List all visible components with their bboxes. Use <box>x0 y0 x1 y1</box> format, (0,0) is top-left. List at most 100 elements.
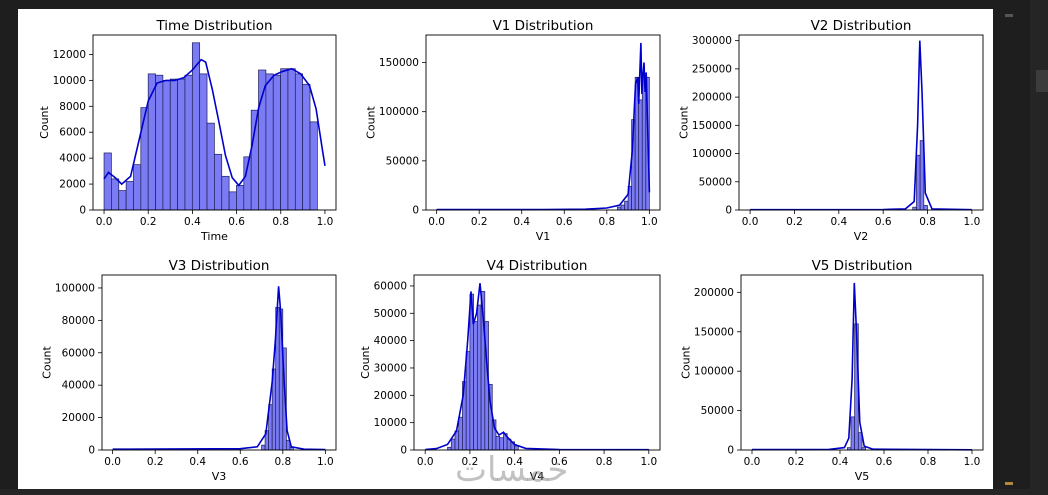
editor-scrollbar[interactable] <box>1030 0 1048 495</box>
y-tick-label: 10000 <box>53 75 86 87</box>
bottom-bar <box>0 489 1048 495</box>
scrollbar-thumb[interactable] <box>1036 70 1048 92</box>
subplot-4: 0.0 0.2 0.4 0.6 0.8 1.0 0 20000 40000 60000 80000 1… <box>40 258 337 483</box>
x-tick-label: 0.0 <box>742 216 759 228</box>
x-tick-label: 0.4 <box>832 456 849 468</box>
x-tick-label: 1.0 <box>964 456 981 468</box>
histogram-bar <box>228 191 237 211</box>
axes-frame <box>92 34 337 211</box>
histogram-bar <box>261 444 266 451</box>
x-tick-label: 0.6 <box>876 456 893 468</box>
histogram-bar <box>118 190 127 211</box>
kde-line <box>103 58 326 187</box>
y-tick-label: 6000 <box>59 127 86 139</box>
subplot-1: 0.0 0.2 0.4 0.6 0.8 1.0 0 2000 4000 6000 8000 10000… <box>38 18 337 243</box>
kde-line <box>750 40 972 211</box>
y-tick-label: 80000 <box>62 315 95 327</box>
x-tick-label: 1.0 <box>317 456 334 468</box>
x-axis-label: Time <box>200 230 228 243</box>
x-tick-label: 0.4 <box>189 456 206 468</box>
chart-title: V5 Distribution <box>812 258 913 274</box>
histogram-bar <box>221 175 230 211</box>
x-tick-label: 0.0 <box>417 456 434 468</box>
histogram-bar <box>477 304 482 451</box>
kde-line <box>436 42 651 211</box>
y-axis-label: Count <box>40 345 53 378</box>
y-tick-label: 150000 <box>694 326 734 338</box>
histogram-bar <box>280 68 289 211</box>
axes-frame <box>425 34 661 211</box>
y-tick-label: 200000 <box>692 92 732 104</box>
y-tick-label: 0 <box>88 445 95 457</box>
figure: 0.0 0.2 0.4 0.6 0.8 1.0 0 2000 4000 6000 8000 10000… <box>18 9 993 489</box>
histogram-bar <box>199 73 208 211</box>
histogram-bar <box>236 185 245 211</box>
histogram-bar <box>294 73 304 211</box>
kde-line <box>751 282 973 451</box>
histogram-bar <box>638 99 643 211</box>
y-axis-label: Count <box>364 105 377 138</box>
x-tick-label: 0.8 <box>272 216 289 228</box>
x-tick-label: 0.6 <box>875 216 892 228</box>
y-tick-label: 0 <box>727 445 734 457</box>
x-tick-label: 0.8 <box>920 456 937 468</box>
histogram-bar <box>177 78 186 211</box>
histogram-bar <box>133 164 142 211</box>
y-tick-label: 20000 <box>62 412 95 424</box>
y-tick-label: 150000 <box>692 120 732 132</box>
y-tick-label: 100000 <box>692 148 732 160</box>
histogram-bar <box>206 122 215 211</box>
y-tick-label: 0 <box>412 205 419 217</box>
watermark: خمسات <box>455 450 569 490</box>
x-tick-label: 0.6 <box>556 216 573 228</box>
x-tick-label: 0.6 <box>232 456 249 468</box>
axes-frame <box>738 34 984 211</box>
x-tick-label: 0.8 <box>598 216 615 228</box>
x-tick-label: 0.4 <box>830 216 847 228</box>
y-axis-label: Count <box>679 345 692 378</box>
y-tick-label: 250000 <box>692 63 732 75</box>
x-axis-label: V4 <box>530 470 545 483</box>
y-tick-label: 100000 <box>694 366 734 378</box>
y-tick-label: 10000 <box>374 417 407 429</box>
histogram-bar <box>258 69 267 211</box>
x-tick-label: 0.6 <box>551 456 568 468</box>
y-tick-label: 60000 <box>374 280 407 292</box>
x-tick-label: 0.0 <box>428 216 445 228</box>
x-tick-label: 0.6 <box>228 216 245 228</box>
y-tick-label: 0 <box>725 205 732 217</box>
subplot-5: 0.0 0.2 0.4 0.6 0.8 1.0 0 10000 20000 30000 40000 5… <box>359 258 661 483</box>
x-tick-label: 0.4 <box>184 216 201 228</box>
histogram-bar <box>309 121 318 211</box>
histogram-bar <box>162 80 171 211</box>
histogram-bar <box>916 154 921 211</box>
y-tick-label: 100000 <box>55 282 95 294</box>
y-tick-label: 12000 <box>53 49 86 61</box>
kde-line <box>112 286 326 451</box>
chart-title: V4 Distribution <box>487 258 588 274</box>
y-tick-label: 8000 <box>59 101 86 113</box>
x-tick-label: 0.8 <box>274 456 291 468</box>
x-tick-label: 1.0 <box>317 216 334 228</box>
y-tick-label: 50000 <box>374 308 407 320</box>
subplot-2: 0.0 0.2 0.4 0.6 0.8 1.0 0 50000 100000 150000 V1 D… <box>364 18 661 243</box>
subplot-3: 0.0 0.2 0.4 0.6 0.8 1.0 0 50000 100000 150000 2000… <box>677 18 984 243</box>
histogram-bar <box>169 78 178 211</box>
x-tick-label: 0.4 <box>506 456 523 468</box>
x-tick-label: 0.0 <box>96 216 113 228</box>
x-tick-label: 0.2 <box>788 456 805 468</box>
kde-line <box>425 283 649 451</box>
histogram-bar <box>125 181 134 211</box>
y-axis-label: Count <box>677 105 690 138</box>
y-tick-label: 30000 <box>374 362 407 374</box>
x-tick-label: 0.0 <box>104 456 121 468</box>
histogram-bar <box>499 437 504 451</box>
y-tick-label: 0 <box>400 445 407 457</box>
x-tick-label: 1.0 <box>640 456 657 468</box>
y-tick-label: 200000 <box>694 287 734 299</box>
axes-frame <box>740 274 984 451</box>
chart-title: V1 Distribution <box>493 18 594 34</box>
histogram-bar <box>450 438 456 451</box>
y-axis-label: Count <box>359 345 372 378</box>
histogram-bar <box>458 416 463 451</box>
